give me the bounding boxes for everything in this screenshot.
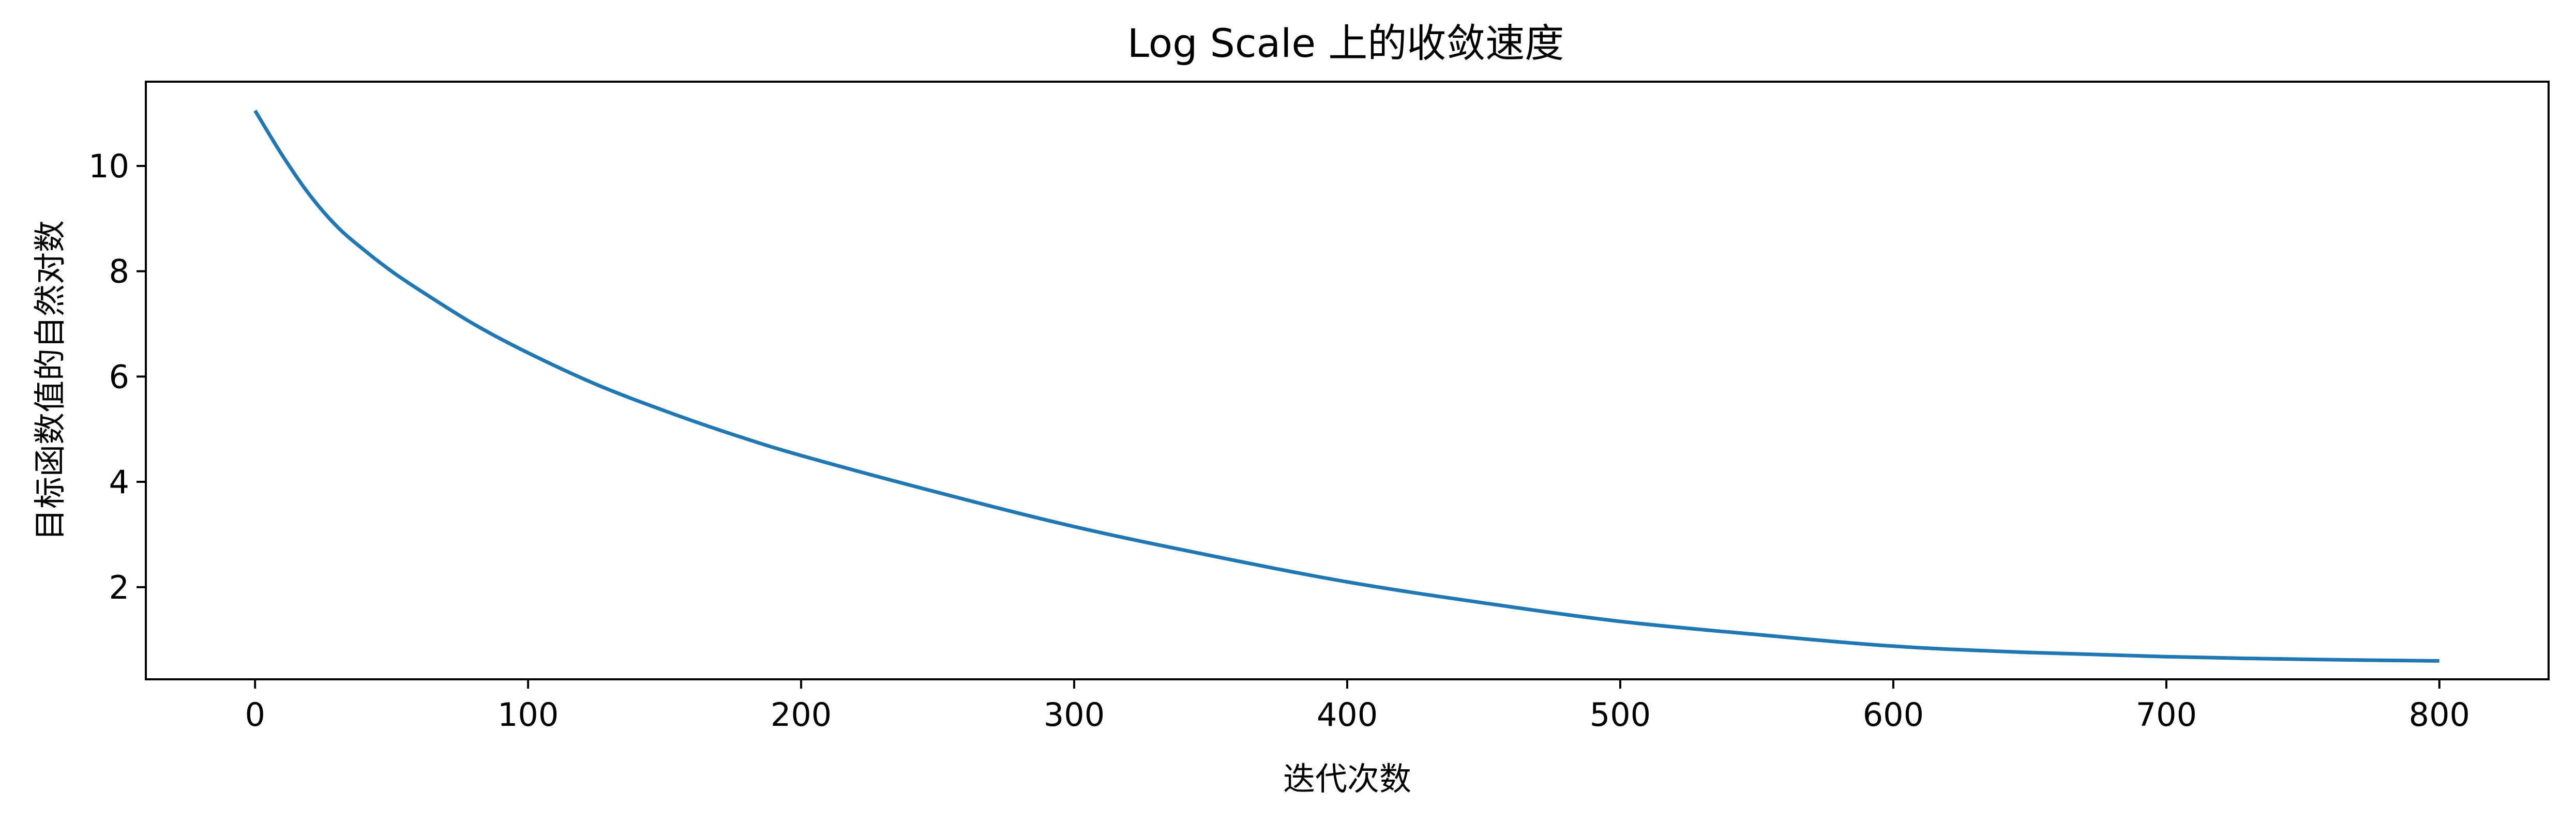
x-tick-label: 700 <box>2136 696 2197 734</box>
x-tick-label: 0 <box>245 696 265 734</box>
y-axis-ticks: 2 4 6 8 10 <box>88 147 146 606</box>
x-axis-label: 迭代次数 <box>1283 760 1411 798</box>
y-tick-label: 4 <box>109 463 129 501</box>
y-tick-label: 8 <box>109 253 129 291</box>
y-tick-label: 10 <box>88 147 129 185</box>
x-tick-label: 500 <box>1590 696 1651 734</box>
series-line <box>253 110 2439 663</box>
x-tick-label: 200 <box>771 696 832 734</box>
x-tick-label: 600 <box>1863 696 1924 734</box>
x-tick-label: 800 <box>2409 696 2470 734</box>
x-tick-label: 100 <box>498 696 559 734</box>
x-tick-label: 400 <box>1317 696 1378 734</box>
x-axis-ticks: 0 100 200 300 400 500 600 700 800 <box>245 679 2470 734</box>
chart-title: Log Scale 上的收敛速度 <box>1127 20 1564 66</box>
x-tick-label: 300 <box>1044 696 1105 734</box>
y-tick-label: 2 <box>109 569 129 606</box>
y-axis-label: 目标函数值的自然对数 <box>31 220 69 541</box>
y-tick-label: 6 <box>109 358 129 395</box>
